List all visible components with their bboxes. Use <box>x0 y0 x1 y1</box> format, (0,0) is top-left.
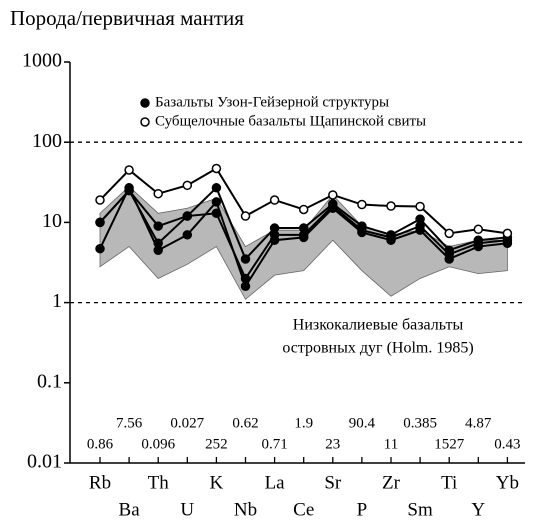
normalization-value: 1.9 <box>294 415 313 431</box>
data-point <box>473 238 484 248</box>
legend-marker <box>140 117 150 127</box>
y-tick-label: 1000 <box>22 50 62 72</box>
x-tick-label: Ba <box>119 499 141 520</box>
normalization-value: 0.43 <box>494 436 520 452</box>
data-point <box>240 254 251 264</box>
y-tick-label: 1 <box>52 290 62 312</box>
x-tick-label: La <box>265 472 286 493</box>
normalization-value: 0.096 <box>141 436 175 452</box>
legend-marker <box>140 98 150 108</box>
data-point <box>211 208 222 219</box>
normalization-value: 4.87 <box>465 415 492 431</box>
x-tick-label: Y <box>471 499 485 520</box>
data-point <box>95 195 105 205</box>
data-point <box>95 217 105 228</box>
data-point <box>357 225 367 235</box>
data-point <box>211 183 222 193</box>
data-point <box>182 230 193 240</box>
data-point <box>95 243 105 254</box>
data-point <box>182 211 193 221</box>
normalization-value: 90.4 <box>349 415 376 431</box>
data-point <box>124 185 134 196</box>
data-point <box>182 180 193 191</box>
data-point <box>328 190 338 200</box>
x-tick-label: Ce <box>293 499 314 520</box>
x-tick-label: Sm <box>407 499 433 520</box>
x-tick-label: Rb <box>89 472 111 493</box>
normalization-value: 0.86 <box>87 436 114 452</box>
data-point <box>444 228 454 239</box>
x-tick-label: Ti <box>441 472 457 493</box>
data-point <box>153 188 163 199</box>
data-point <box>502 228 513 239</box>
x-tick-label: Yb <box>496 472 519 493</box>
data-point <box>153 221 163 231</box>
legend-label: Субщелочные базальты Щапинской свиты <box>155 113 426 129</box>
data-point <box>124 165 134 175</box>
data-point <box>211 197 222 207</box>
data-point <box>240 273 251 284</box>
normalization-value: 0.385 <box>403 415 437 431</box>
data-point <box>473 224 484 235</box>
y-tick-label: 0.01 <box>27 451 62 473</box>
normalization-value: 0.62 <box>232 415 258 431</box>
normalization-value: 7.56 <box>116 415 143 431</box>
x-tick-label: K <box>210 472 224 493</box>
data-point <box>357 199 367 210</box>
x-tick-label: Sr <box>324 472 342 493</box>
x-tick-label: Th <box>148 472 170 493</box>
legend-label: Базальты Узон-Гейзерной структуры <box>155 94 389 110</box>
x-tick-label: Zr <box>382 472 401 493</box>
data-point <box>211 163 222 174</box>
data-point <box>386 201 396 211</box>
data-point <box>298 204 309 215</box>
data-point <box>415 221 425 231</box>
normalization-value: 0.027 <box>170 415 204 431</box>
data-point <box>269 195 280 205</box>
data-point <box>415 201 425 212</box>
normalization-value: 23 <box>325 436 340 452</box>
normalization-value: 1527 <box>434 436 465 452</box>
data-point <box>298 230 309 240</box>
y-axis-title: Порода/первичная мантия <box>10 6 244 30</box>
band-label: Низкокалиевые базальты <box>293 317 464 334</box>
data-point <box>444 249 454 260</box>
data-point <box>240 211 251 221</box>
normalization-value: 252 <box>205 436 228 452</box>
data-point <box>269 230 280 240</box>
data-point <box>328 201 338 211</box>
normalization-value: 0.71 <box>261 436 287 452</box>
y-tick-label: 100 <box>32 130 62 152</box>
y-tick-label: 0.1 <box>37 370 62 392</box>
y-tick-label: 10 <box>42 210 62 232</box>
data-point <box>240 281 251 291</box>
x-tick-label: Nb <box>234 499 257 520</box>
data-point <box>386 232 396 243</box>
normalization-value: 11 <box>384 436 398 452</box>
band-label: островных дуг (Holm. 1985) <box>282 340 473 357</box>
x-tick-label: P <box>357 499 368 520</box>
data-point <box>153 238 163 248</box>
x-tick-label: U <box>180 499 194 520</box>
